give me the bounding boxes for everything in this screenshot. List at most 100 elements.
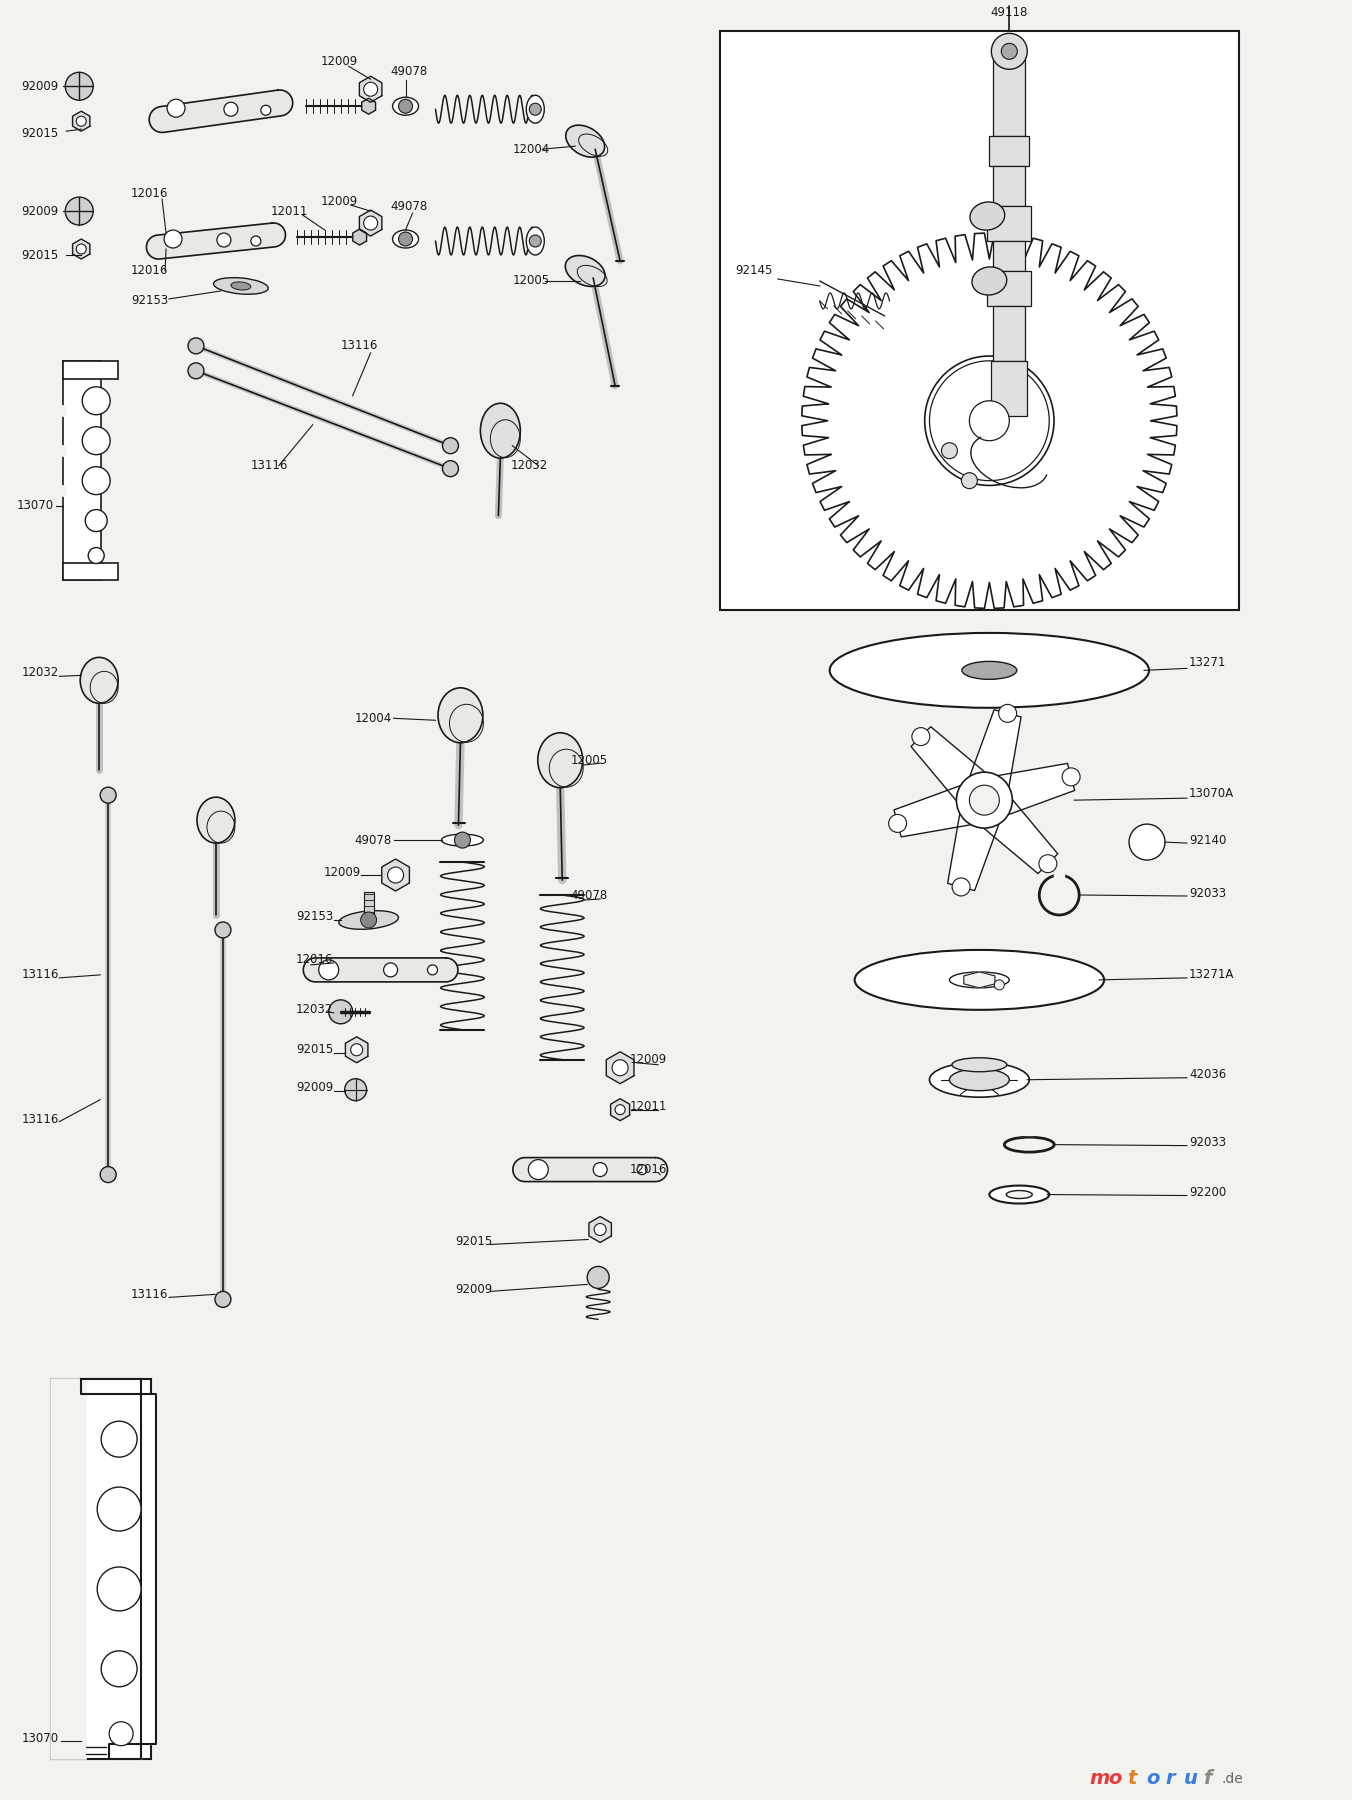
Bar bbox=[64, 360, 118, 378]
Circle shape bbox=[215, 1291, 231, 1307]
Ellipse shape bbox=[80, 657, 118, 704]
Ellipse shape bbox=[929, 1062, 1029, 1098]
Circle shape bbox=[612, 1060, 629, 1076]
Circle shape bbox=[168, 99, 185, 117]
Bar bbox=[364, 893, 373, 916]
Circle shape bbox=[1002, 43, 1017, 59]
Circle shape bbox=[529, 103, 541, 115]
Bar bbox=[57, 486, 66, 495]
Polygon shape bbox=[589, 1217, 611, 1242]
Ellipse shape bbox=[854, 950, 1105, 1010]
Circle shape bbox=[364, 216, 377, 230]
Circle shape bbox=[216, 232, 231, 247]
Circle shape bbox=[65, 72, 93, 101]
Text: 13070: 13070 bbox=[22, 1732, 58, 1746]
Ellipse shape bbox=[969, 202, 1005, 230]
Polygon shape bbox=[353, 229, 366, 245]
Text: 12005: 12005 bbox=[512, 274, 549, 288]
Ellipse shape bbox=[961, 661, 1017, 679]
Text: 12009: 12009 bbox=[320, 194, 358, 207]
Circle shape bbox=[82, 387, 110, 414]
Circle shape bbox=[941, 443, 957, 459]
Polygon shape bbox=[611, 1098, 630, 1121]
Text: 12009: 12009 bbox=[630, 1053, 668, 1066]
Polygon shape bbox=[963, 709, 1021, 806]
Bar bbox=[994, 306, 1025, 360]
Text: 92140: 92140 bbox=[1188, 833, 1226, 846]
Circle shape bbox=[969, 401, 1010, 441]
Text: 13116: 13116 bbox=[22, 1112, 58, 1127]
Text: 13070: 13070 bbox=[16, 499, 54, 513]
Bar bbox=[64, 563, 118, 580]
Text: 49118: 49118 bbox=[991, 7, 1028, 20]
Ellipse shape bbox=[214, 277, 268, 293]
Polygon shape bbox=[345, 1037, 368, 1062]
Text: r: r bbox=[1165, 1769, 1175, 1787]
Bar bbox=[987, 272, 1032, 306]
Ellipse shape bbox=[526, 95, 545, 122]
Circle shape bbox=[956, 772, 1013, 828]
Text: 13271: 13271 bbox=[1188, 655, 1226, 670]
Text: 13116: 13116 bbox=[341, 340, 379, 353]
Polygon shape bbox=[606, 1051, 634, 1084]
Text: 92153: 92153 bbox=[131, 295, 169, 308]
Circle shape bbox=[88, 547, 104, 563]
Bar bbox=[51, 1379, 151, 1759]
Circle shape bbox=[65, 196, 93, 225]
Circle shape bbox=[587, 1267, 610, 1289]
Ellipse shape bbox=[949, 1069, 1010, 1091]
Circle shape bbox=[100, 787, 116, 803]
Text: 92009: 92009 bbox=[296, 1082, 333, 1094]
Circle shape bbox=[999, 704, 1017, 722]
Text: 12016: 12016 bbox=[296, 954, 333, 967]
Circle shape bbox=[994, 979, 1005, 990]
Circle shape bbox=[454, 832, 470, 848]
Circle shape bbox=[100, 1166, 116, 1183]
Polygon shape bbox=[381, 859, 410, 891]
Text: 13070A: 13070A bbox=[1188, 787, 1234, 799]
Polygon shape bbox=[969, 785, 1057, 873]
Text: 49078: 49078 bbox=[354, 833, 392, 846]
Circle shape bbox=[925, 356, 1055, 486]
Text: 49078: 49078 bbox=[571, 889, 607, 902]
Text: u: u bbox=[1184, 1769, 1198, 1787]
Polygon shape bbox=[360, 76, 381, 103]
Circle shape bbox=[929, 360, 1049, 481]
Circle shape bbox=[442, 461, 458, 477]
Circle shape bbox=[97, 1568, 141, 1611]
Text: 92009: 92009 bbox=[22, 205, 58, 218]
Circle shape bbox=[594, 1224, 606, 1235]
Polygon shape bbox=[360, 211, 381, 236]
Circle shape bbox=[76, 245, 87, 254]
Circle shape bbox=[251, 236, 261, 247]
Ellipse shape bbox=[392, 97, 419, 115]
Text: 12005: 12005 bbox=[571, 754, 607, 767]
Polygon shape bbox=[894, 779, 990, 837]
Circle shape bbox=[329, 999, 353, 1024]
Text: 92033: 92033 bbox=[1188, 887, 1226, 900]
Text: 12004: 12004 bbox=[512, 142, 549, 155]
Circle shape bbox=[215, 922, 231, 938]
Circle shape bbox=[224, 103, 238, 117]
Text: .de: .de bbox=[1222, 1771, 1244, 1786]
Text: 42036: 42036 bbox=[1188, 1067, 1226, 1082]
Text: 92200: 92200 bbox=[1188, 1186, 1226, 1199]
Circle shape bbox=[594, 1163, 607, 1177]
Text: 12011: 12011 bbox=[270, 205, 308, 218]
Polygon shape bbox=[73, 112, 89, 131]
Polygon shape bbox=[81, 1379, 155, 1759]
Ellipse shape bbox=[949, 972, 1010, 988]
Text: 12016: 12016 bbox=[131, 187, 169, 200]
Ellipse shape bbox=[339, 911, 399, 929]
Polygon shape bbox=[149, 90, 292, 133]
Text: 12032: 12032 bbox=[296, 1003, 333, 1017]
Ellipse shape bbox=[990, 1186, 1049, 1204]
Circle shape bbox=[101, 1651, 137, 1687]
Text: 92015: 92015 bbox=[296, 1044, 333, 1057]
Text: o: o bbox=[1109, 1769, 1122, 1787]
Ellipse shape bbox=[442, 833, 484, 846]
Polygon shape bbox=[948, 794, 1006, 891]
Circle shape bbox=[164, 230, 183, 248]
Polygon shape bbox=[802, 232, 1176, 608]
Circle shape bbox=[188, 338, 204, 355]
